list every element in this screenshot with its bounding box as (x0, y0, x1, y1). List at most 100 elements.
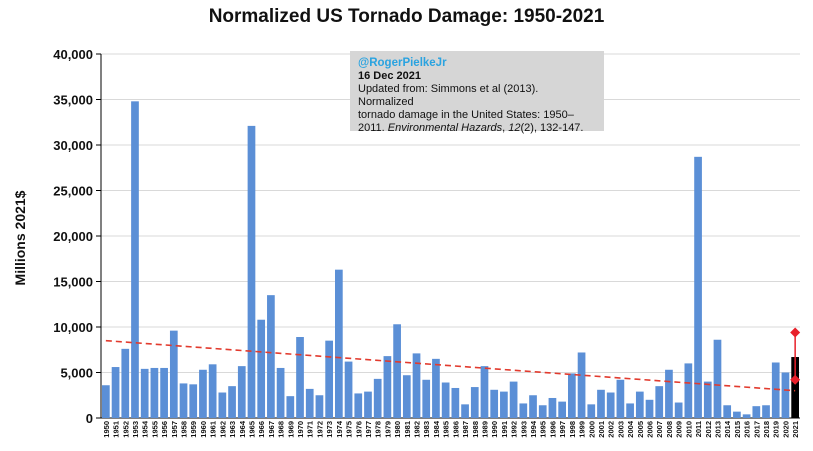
range-marker (790, 374, 801, 385)
bar (131, 101, 139, 418)
x-tick-label: 1990 (490, 421, 499, 438)
bar (237, 366, 246, 418)
bar (509, 381, 518, 418)
x-tick-label: 1965 (247, 421, 256, 438)
x-tick-label: 1984 (432, 420, 441, 438)
twitter-handle: @RogerPielkeJr (358, 57, 447, 69)
bar (791, 357, 799, 418)
x-tick-label: 2018 (762, 421, 771, 438)
trend-line (105, 339, 796, 392)
bar (383, 356, 392, 418)
annotation-line-1: Updated from: Simmons et al (2013). Norm… (358, 83, 539, 108)
y-tick-label: 35,000 (53, 93, 93, 108)
x-tick-label: 1980 (393, 421, 402, 438)
x-tick-label: 1962 (218, 421, 227, 438)
x-tick-label: 1967 (267, 421, 276, 438)
bar (325, 340, 333, 418)
x-tick-label: 2000 (587, 421, 596, 438)
bars (102, 101, 799, 418)
annotation-date: 16 Dec 2021 (358, 70, 421, 82)
y-tick-label: 25,000 (53, 184, 93, 199)
annotation-line-3: 2011. Environmental Hazards, 12(2), 132-… (358, 122, 584, 134)
range-marker (790, 327, 801, 338)
x-tick-label: 1969 (286, 421, 295, 438)
bar (635, 391, 644, 418)
bar (762, 405, 770, 418)
x-tick-label: 2012 (704, 421, 713, 438)
bar (121, 348, 130, 418)
bar (412, 353, 421, 418)
bar (490, 389, 499, 418)
x-tick-label: 1956 (160, 421, 169, 438)
x-tick-label: 1970 (296, 421, 305, 438)
x-tick-label: 2003 (616, 421, 625, 438)
bar (335, 269, 343, 418)
y-tick-label: 5,000 (60, 366, 93, 381)
bar (606, 392, 615, 418)
bar (228, 386, 236, 418)
source-annotation: @RogerPielkeJr 16 Dec 2021 Updated from:… (350, 51, 604, 134)
bar (315, 395, 324, 418)
x-tick-label: 1961 (209, 421, 218, 438)
x-tick-label: 1989 (480, 421, 489, 438)
x-tick-label: 1972 (315, 421, 324, 438)
bar (393, 324, 401, 418)
x-tick-label: 1958 (180, 421, 189, 438)
x-tick-label: 2005 (636, 421, 645, 438)
x-tick-label: 2010 (684, 421, 693, 438)
bar (480, 366, 489, 418)
bar (218, 392, 227, 418)
x-tick-labels: 1950 1951 1952 1953 1954 1955 1956 1957 1958 1959… (102, 420, 800, 438)
bar (568, 373, 576, 418)
x-tick-label: 1966 (257, 421, 266, 438)
bar (558, 401, 566, 418)
bar (305, 388, 314, 418)
x-tick-label: 1995 (539, 421, 548, 438)
x-tick-label: 2013 (713, 421, 722, 438)
bar (645, 399, 654, 418)
bar (247, 125, 256, 418)
overlay (105, 327, 801, 392)
x-tick-label: 1953 (131, 421, 140, 438)
x-tick-label: 2004 (626, 420, 635, 438)
bar (703, 381, 712, 418)
bar (597, 389, 605, 418)
x-tick-label: 1998 (568, 421, 577, 438)
x-tick-label: 1975 (345, 421, 354, 438)
y-tick-label: 15,000 (53, 275, 93, 290)
bar (470, 387, 479, 418)
x-tick-label: 2020 (781, 421, 790, 438)
y-tick-label: 10,000 (53, 320, 93, 335)
x-tick-label: 1952 (121, 421, 130, 438)
bar (684, 363, 693, 418)
bar (364, 391, 372, 418)
y-tick-label: 0 (86, 411, 93, 426)
bar (422, 379, 431, 418)
x-tick-label: 1963 (228, 421, 237, 438)
bar (432, 358, 440, 418)
bar (665, 369, 673, 418)
bar (189, 384, 198, 418)
x-tick-label: 2007 (655, 421, 664, 438)
bar (616, 379, 625, 418)
bar (655, 386, 664, 418)
bar (296, 337, 304, 418)
bar (402, 375, 411, 418)
bar (694, 156, 702, 418)
x-tick-label: 1991 (500, 421, 509, 438)
bar (111, 367, 120, 418)
bar (771, 362, 780, 418)
x-tick-label: 1981 (403, 421, 412, 438)
x-tick-label: 2011 (694, 421, 703, 437)
bar (752, 406, 761, 418)
y-tick-label: 40,000 (53, 47, 93, 62)
chart-title: Normalized US Tornado Damage: 1950-2021 (208, 6, 605, 27)
x-tick-label: 1955 (150, 421, 159, 438)
bar (140, 368, 149, 418)
x-tick-label: 2014 (723, 420, 732, 438)
x-tick-label: 1993 (519, 421, 528, 438)
x-tick-label: 1977 (364, 421, 373, 438)
bar (742, 414, 751, 418)
x-tick-label: 1982 (413, 421, 422, 438)
